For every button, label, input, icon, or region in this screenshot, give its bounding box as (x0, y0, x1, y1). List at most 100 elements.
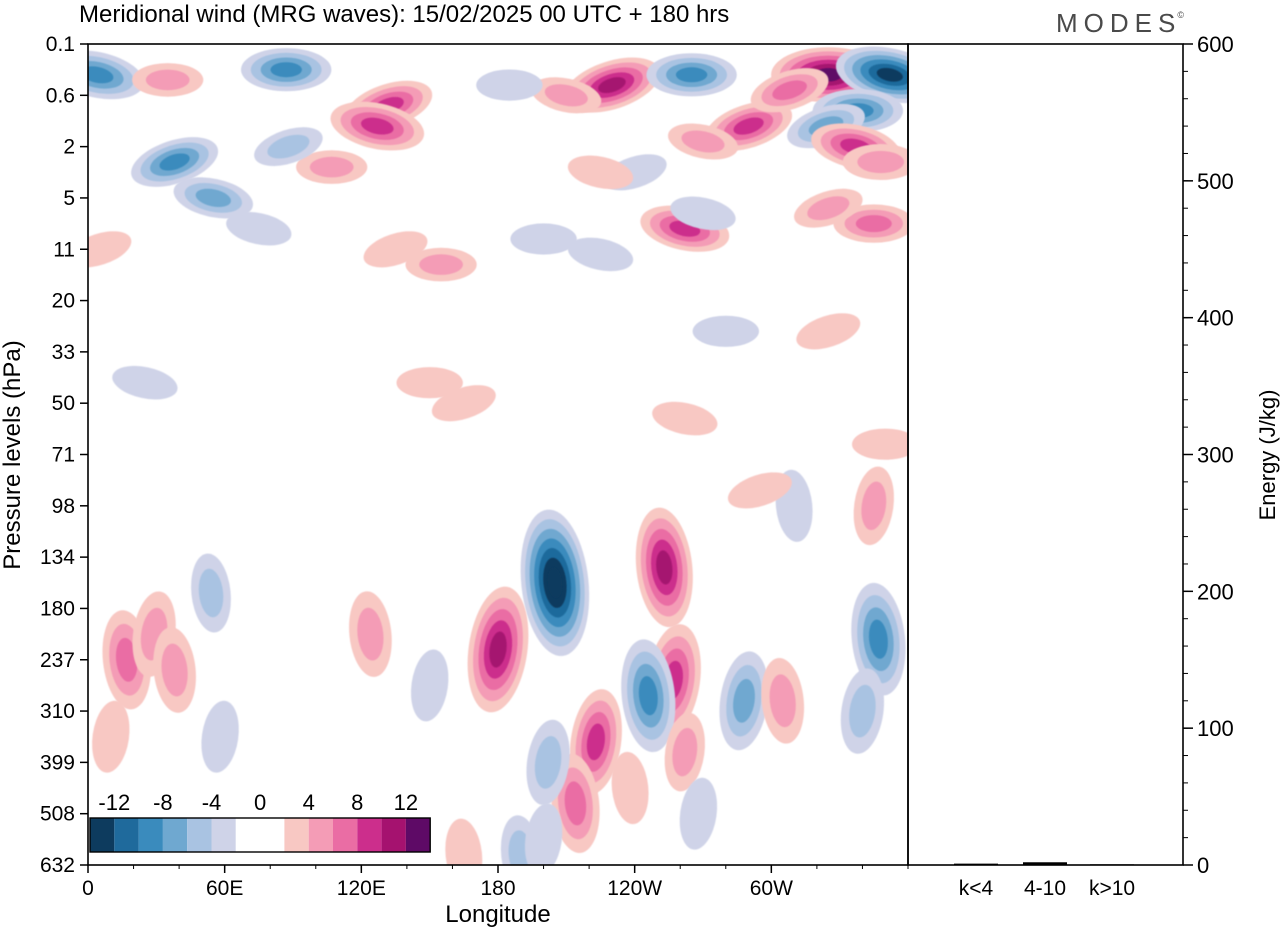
contour-feature (652, 401, 718, 436)
contour-band (679, 777, 718, 850)
y-tick-label: 134 (40, 546, 75, 569)
brand-logo-name: MODES (1056, 8, 1181, 38)
colorbar-swatch (114, 818, 139, 852)
y-tick-label: 98 (52, 495, 75, 518)
contour-band (675, 67, 708, 83)
contour-band (201, 700, 239, 773)
contour-band (226, 211, 292, 246)
contour-feature (132, 63, 204, 97)
colorbar-swatch (357, 818, 382, 852)
contour-band (544, 84, 588, 107)
contour-band (431, 385, 496, 422)
contour-feature (431, 385, 496, 422)
energy-axis-label: Energy (J/kg) (1255, 390, 1280, 521)
contour-feature (92, 700, 130, 773)
contour-feature (112, 365, 178, 400)
colorbar-swatch (405, 818, 431, 852)
colorbar-label: 0 (254, 790, 266, 815)
contour-feature (510, 223, 577, 255)
contour-feature (679, 777, 718, 850)
contour-band (564, 781, 587, 826)
y-tick-label: 33 (52, 341, 75, 364)
contour-feature (526, 719, 570, 806)
y-tick-label: 71 (52, 444, 75, 467)
contour-band (652, 401, 718, 436)
contour-band (868, 619, 888, 659)
colorbar-swatch (235, 818, 261, 852)
contour-band (92, 700, 130, 773)
y-tick-label: 399 (40, 751, 75, 774)
colorbar-frame (89, 817, 431, 853)
colorbar-swatch (138, 818, 163, 852)
y-tick-label: 50 (52, 392, 75, 415)
energy-tick-label: 200 (1197, 579, 1234, 604)
contour-feature (330, 101, 425, 151)
contour-band (159, 153, 190, 171)
contour-feature (153, 627, 196, 713)
contour-band (681, 130, 725, 153)
y-tick-label: 0.6 (46, 84, 75, 107)
contour-feature (719, 651, 769, 751)
contour-band (567, 237, 634, 272)
x-tick-label: 120W (607, 877, 662, 900)
colorbar-swatch (90, 818, 115, 852)
y-tick-label: 508 (40, 803, 75, 826)
energy-axis: 0 100 200 300 400 500 600 (1183, 32, 1234, 878)
colorbar-label: -12 (98, 790, 130, 815)
colorbar-swatch (187, 818, 212, 852)
energy-category-label: k>10 (1089, 877, 1135, 900)
contour-band (195, 188, 231, 208)
energy-bars (954, 862, 1134, 866)
colorbar-label: 8 (351, 790, 363, 815)
contour-band (727, 472, 792, 509)
contour-feature (396, 367, 463, 399)
contour-band (772, 80, 807, 101)
contour-feature (842, 144, 908, 180)
contour-band (510, 223, 577, 255)
contour-feature (567, 155, 634, 190)
colorbar-label: 4 (303, 790, 315, 815)
contour-band (360, 117, 394, 135)
heatmap-panel (87, 43, 909, 866)
contour-band (396, 367, 463, 399)
brand-logo: MODES© (1056, 8, 1190, 38)
y-tick-label: 20 (52, 290, 75, 313)
contour-feature (226, 211, 292, 246)
energy-bar (1023, 862, 1067, 865)
colorbar-swatch (211, 818, 236, 852)
y-tick-label: 5 (63, 187, 75, 210)
contour-feature (851, 582, 906, 696)
contour-feature (761, 657, 805, 744)
y-tick-label: 0.1 (46, 33, 75, 56)
energy-category-label: 4-10 (1024, 877, 1066, 900)
x-tick-label: 0 (82, 877, 94, 900)
energy-bar (1090, 864, 1134, 866)
contour-band (876, 67, 903, 82)
y-axis-label: Pressure levels (hPa) (0, 340, 26, 569)
contour-feature (567, 237, 634, 272)
contour-feature (467, 586, 529, 713)
contour-feature (635, 507, 693, 628)
contour-band (419, 254, 463, 275)
energy-tick-label: 500 (1197, 169, 1234, 194)
x-tick-label: 180 (480, 877, 515, 900)
contour-feature (692, 315, 759, 347)
contour-band (598, 77, 626, 94)
contour-feature (750, 68, 829, 113)
colorbar-swatch (162, 818, 188, 852)
contour-band (733, 117, 764, 135)
energy-tick-label: 600 (1197, 32, 1234, 57)
contour-feature (88, 231, 132, 268)
x-tick-label: 60E (206, 877, 243, 900)
contour-band (267, 134, 310, 159)
colorbar-swatch (381, 818, 406, 852)
contour-band (88, 66, 114, 84)
contour-band (145, 69, 190, 91)
y-tick-label: 310 (40, 700, 75, 723)
contour-band (547, 567, 563, 599)
x-tick-label: 60W (750, 877, 793, 900)
contour-band (489, 631, 507, 668)
contour-feature (173, 177, 254, 219)
contour-feature (727, 472, 792, 509)
